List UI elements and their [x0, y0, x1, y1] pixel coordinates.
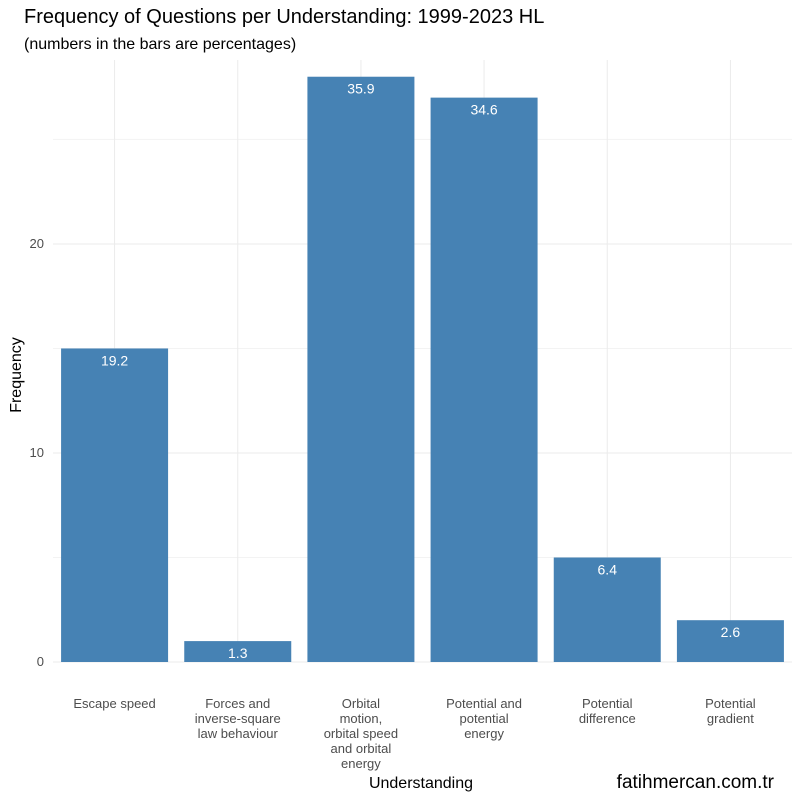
caption-watermark: fatihmercan.com.tr	[617, 772, 775, 793]
bar-value-label: 35.9	[347, 81, 374, 97]
x-tick-label: Forces and inverse-square law behaviour	[195, 696, 281, 741]
y-axis-ticks: 0 10 20	[30, 236, 44, 669]
bar	[676, 620, 784, 662]
x-tick-label: Potential gradient	[705, 696, 756, 726]
y-tick-label: 0	[37, 654, 44, 669]
x-axis-ticks: Escape speed Forces and inverse-square law …	[73, 696, 755, 771]
x-axis-title: Understanding	[369, 775, 473, 792]
bar	[430, 97, 538, 662]
bar	[61, 348, 169, 662]
bar-value-label: 19.2	[101, 352, 128, 368]
y-tick-label: 10	[30, 445, 44, 460]
y-tick-label: 20	[30, 236, 44, 251]
bar-value-label: 1.3	[228, 645, 248, 661]
x-tick-label: Escape speed	[73, 696, 155, 711]
bar	[184, 641, 292, 662]
bar-value-label: 6.4	[598, 561, 618, 577]
bars-group	[61, 76, 784, 662]
bar-labels-group: 19.2 1.3 35.9 34.6 6.4 2.6	[101, 81, 740, 661]
x-tick-label: Potential difference	[579, 696, 636, 726]
chart-title: Frequency of Questions per Understanding…	[24, 6, 544, 28]
bar	[307, 76, 415, 662]
bar-value-label: 34.6	[470, 102, 497, 118]
x-tick-label: Orbital motion, orbital speed and orbital en…	[324, 696, 398, 771]
y-axis-title: Frequency	[8, 337, 25, 413]
chart-subtitle: (numbers in the bars are percentages)	[24, 36, 296, 53]
bar-value-label: 2.6	[721, 624, 741, 640]
x-tick-label: Potential and potential energy	[446, 696, 522, 741]
bar	[553, 557, 661, 662]
